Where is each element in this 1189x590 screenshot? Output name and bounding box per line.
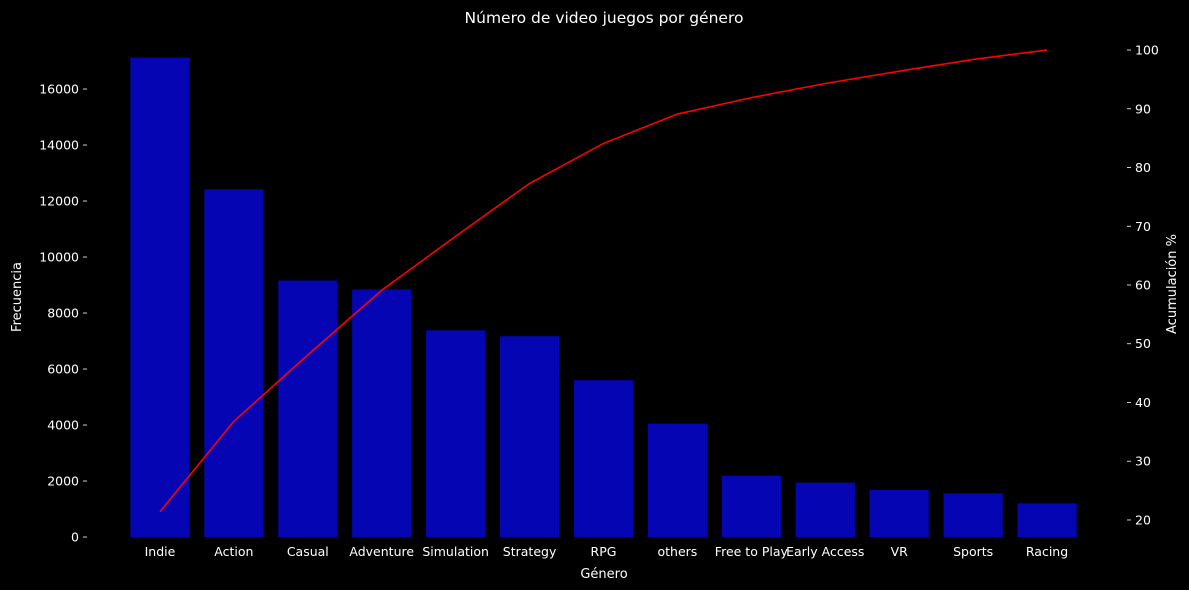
y2-tick-label: 40 — [1135, 395, 1151, 410]
bar-vr — [869, 489, 929, 537]
x-tick-label: VR — [891, 544, 909, 559]
x-axis-label: Género — [580, 567, 627, 582]
x-tick-label: Indie — [145, 544, 176, 559]
y2-tick-label: 70 — [1135, 219, 1151, 234]
x-tick-label: Simulation — [422, 544, 489, 559]
x-tick-label: Racing — [1026, 544, 1068, 559]
chart-title: Número de video juegos por género — [465, 9, 744, 27]
y-tick-label: 14000 — [39, 138, 79, 153]
y-tick-label: 12000 — [39, 194, 79, 209]
y2-tick-label: 60 — [1135, 278, 1151, 293]
x-tick-label: others — [658, 544, 698, 559]
y-tick-label: 8000 — [47, 306, 79, 321]
cumulative-line-series — [159, 49, 1048, 513]
bar-action — [204, 189, 264, 538]
bar-free-to-play — [721, 475, 781, 537]
y-tick-label: 6000 — [47, 362, 79, 377]
y2-tick-label: 50 — [1135, 336, 1151, 351]
cumulative-line — [159, 49, 1048, 513]
bar-early-access — [795, 482, 855, 537]
y-axis-label-left: Frecuencia — [10, 262, 25, 332]
x-tick-label: Free to Play — [715, 544, 789, 559]
y-tick-label: 4000 — [47, 418, 79, 433]
y2-tick-label: 80 — [1135, 160, 1151, 175]
y-axis-left: 0 2000 4000 6000 8000 10000 12000 14000 16000 — [39, 82, 87, 545]
bar-rpg — [573, 380, 634, 537]
y-axis-label-right: Acumulación % — [1165, 234, 1180, 334]
y-tick-label: 0 — [71, 530, 79, 545]
x-tick-label: Action — [214, 544, 253, 559]
x-tick-label: Early Access — [786, 544, 864, 559]
x-tick-label: Sports — [953, 544, 993, 559]
bar-adventure — [352, 289, 412, 537]
bar-strategy — [500, 336, 560, 537]
x-tick-label: RPG — [591, 544, 617, 559]
x-tick-label: Casual — [287, 544, 329, 559]
y2-tick-label: 100 — [1135, 43, 1159, 58]
y-tick-label: 2000 — [47, 474, 79, 489]
x-tick-label: Adventure — [349, 544, 414, 559]
bar-simulation — [426, 330, 486, 537]
x-tick-label: Strategy — [503, 544, 557, 559]
bar-series — [130, 57, 1077, 538]
y2-tick-label: 90 — [1135, 101, 1151, 116]
bar-racing — [1017, 503, 1077, 537]
y-tick-label: 10000 — [39, 250, 79, 265]
y-axis-right: 20 30 40 50 60 70 80 90 100 — [1127, 43, 1159, 527]
bar-indie — [130, 57, 190, 537]
x-axis: Indie Action Casual Adventure Simulation Stra… — [145, 544, 1069, 559]
y-tick-label: 16000 — [39, 82, 79, 97]
bar-sports — [943, 493, 1003, 537]
bar-casual — [278, 280, 338, 537]
y2-tick-label: 30 — [1135, 454, 1151, 469]
y2-tick-label: 20 — [1135, 512, 1151, 527]
bar-others — [647, 423, 707, 537]
